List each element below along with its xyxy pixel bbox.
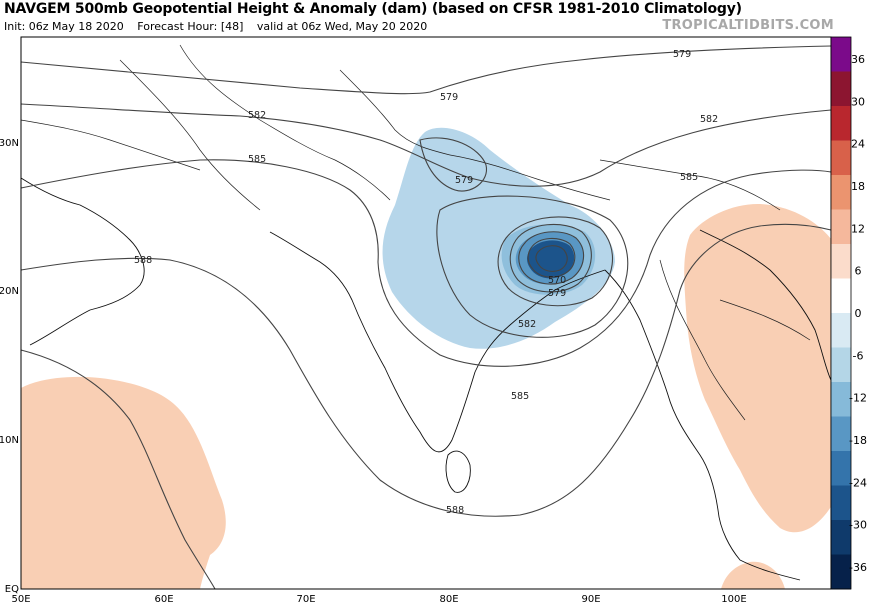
contour-570-ring-1 bbox=[509, 223, 592, 293]
contour-label: 582 bbox=[700, 114, 718, 125]
contour-label: 582 bbox=[248, 110, 266, 121]
contour-label: 588 bbox=[134, 255, 152, 266]
colorbar-swatch bbox=[831, 278, 851, 314]
colorbar-frame bbox=[830, 36, 852, 590]
colorbar-label: -18 bbox=[849, 434, 867, 447]
positive-anomaly-south bbox=[721, 561, 785, 589]
colorbar-swatch bbox=[831, 416, 851, 452]
lat-tick-label: 10N bbox=[0, 435, 19, 446]
init-time: Init: 06z May 18 2020 bbox=[4, 20, 124, 33]
contour-label: 579 bbox=[455, 175, 473, 186]
colorbar-label: 12 bbox=[851, 222, 865, 235]
colorbar-label: 36 bbox=[851, 53, 865, 66]
colorbar-label: -36 bbox=[849, 561, 867, 574]
colorbar-swatch bbox=[831, 175, 851, 210]
contour-570-ring-2 bbox=[518, 231, 584, 285]
valid-time: valid at 06z Wed, May 20 2020 bbox=[256, 20, 428, 33]
contour-585-west bbox=[20, 349, 216, 590]
lat-tick-label: 30N bbox=[0, 138, 19, 149]
colorbar-swatch bbox=[831, 313, 851, 348]
map-subtitle: Init: 06z May 18 2020 Forecast Hour: [48… bbox=[4, 20, 437, 33]
colorbar-swatch bbox=[831, 347, 851, 383]
positive-anomaly-southeast-asia bbox=[684, 204, 832, 533]
contour-labels: 579 582 585 588 582 585 579 570 579 582 … bbox=[134, 49, 718, 516]
contour-label: 585 bbox=[248, 154, 266, 165]
colorbar-label: -30 bbox=[849, 519, 867, 532]
colorbar-swatch bbox=[831, 382, 851, 417]
colorbar-label: 6 bbox=[855, 265, 862, 278]
colorbar-swatch bbox=[831, 244, 851, 279]
lat-tick-label: EQ bbox=[5, 584, 19, 595]
contour-579-south bbox=[497, 216, 613, 307]
height-contours bbox=[20, 45, 832, 590]
contour-label: 582 bbox=[518, 319, 536, 330]
lon-tick-label: 80E bbox=[439, 594, 458, 605]
lon-tick-label: 100E bbox=[721, 594, 746, 605]
contour-585-north bbox=[20, 159, 832, 367]
contour-582-north bbox=[20, 103, 832, 187]
colorbar-label: -24 bbox=[849, 476, 867, 489]
contour-582-south bbox=[436, 195, 629, 338]
contour-588 bbox=[20, 223, 832, 517]
contour-label: 585 bbox=[511, 391, 529, 402]
colorbar-swatch bbox=[831, 554, 851, 590]
colorbar-label: 0 bbox=[855, 307, 862, 320]
lon-tick-label: 90E bbox=[581, 594, 600, 605]
coastlines bbox=[20, 177, 832, 581]
colorbar-swatch bbox=[831, 209, 851, 245]
colorbar-swatch bbox=[831, 520, 851, 555]
colorbar-swatch bbox=[831, 106, 851, 141]
contour-570-ring-3 bbox=[527, 237, 576, 278]
lon-tick-label: 60E bbox=[154, 594, 173, 605]
contour-label: 588 bbox=[446, 505, 464, 516]
colorbar-swatch bbox=[831, 140, 851, 176]
colorbar-swatch bbox=[831, 451, 851, 486]
colorbar-label: -12 bbox=[849, 392, 867, 405]
lon-tick-label: 70E bbox=[296, 594, 315, 605]
contour-label: 579 bbox=[548, 288, 566, 299]
contour-label: 579 bbox=[673, 49, 691, 60]
contour-label: 570 bbox=[548, 275, 566, 286]
latitude-axis: 30N 20N 10N EQ bbox=[0, 138, 19, 595]
contour-579-north bbox=[20, 45, 832, 95]
political-borders bbox=[20, 44, 811, 421]
colorbar-swatch bbox=[831, 71, 851, 107]
contour-579-center bbox=[419, 137, 487, 192]
lon-tick-label: 50E bbox=[11, 594, 30, 605]
colorbar-swatch bbox=[831, 37, 851, 72]
contour-label: 585 bbox=[680, 172, 698, 183]
brand-logo: TROPICALTIDBITS.COM bbox=[662, 18, 834, 33]
map-title: NAVGEM 500mb Geopotential Height & Anoma… bbox=[4, 1, 742, 17]
colorbar: 36 30 24 18 12 6 0 -6 -12 -18 -24 -30 -36 bbox=[830, 36, 867, 590]
colorbar-swatch bbox=[831, 485, 851, 521]
colorbar-label: -6 bbox=[853, 349, 864, 362]
colorbar-label: 24 bbox=[851, 138, 865, 151]
longitude-axis: 50E 60E 70E 80E 90E 100E bbox=[11, 594, 746, 605]
forecast-hour: Forecast Hour: [48] bbox=[137, 20, 244, 33]
contour-label: 579 bbox=[440, 92, 458, 103]
positive-anomaly-west bbox=[21, 376, 226, 589]
contour-570-ring-4 bbox=[535, 245, 568, 272]
colorbar-label: 18 bbox=[851, 180, 865, 193]
colorbar-label: 30 bbox=[851, 95, 865, 108]
lat-tick-label: 20N bbox=[0, 286, 19, 297]
